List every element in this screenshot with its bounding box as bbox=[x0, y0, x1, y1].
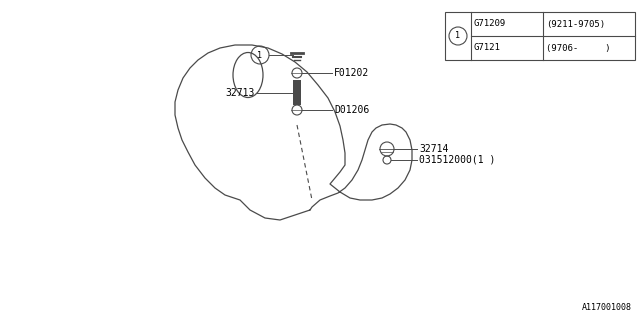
Text: F01202: F01202 bbox=[334, 68, 369, 78]
Text: 1: 1 bbox=[456, 31, 461, 41]
Text: 32713: 32713 bbox=[226, 87, 255, 98]
Text: D01206: D01206 bbox=[334, 105, 369, 115]
Text: G7121: G7121 bbox=[474, 44, 501, 52]
Text: (9706-     ): (9706- ) bbox=[546, 44, 611, 52]
Text: G71209: G71209 bbox=[474, 20, 506, 28]
Text: (9211-9705): (9211-9705) bbox=[546, 20, 605, 28]
Text: A117001008: A117001008 bbox=[582, 303, 632, 312]
Text: 031512000(1 ): 031512000(1 ) bbox=[419, 155, 495, 165]
Text: 1: 1 bbox=[257, 51, 262, 60]
Text: 32714: 32714 bbox=[419, 144, 449, 154]
Bar bbox=[445, 12, 635, 60]
